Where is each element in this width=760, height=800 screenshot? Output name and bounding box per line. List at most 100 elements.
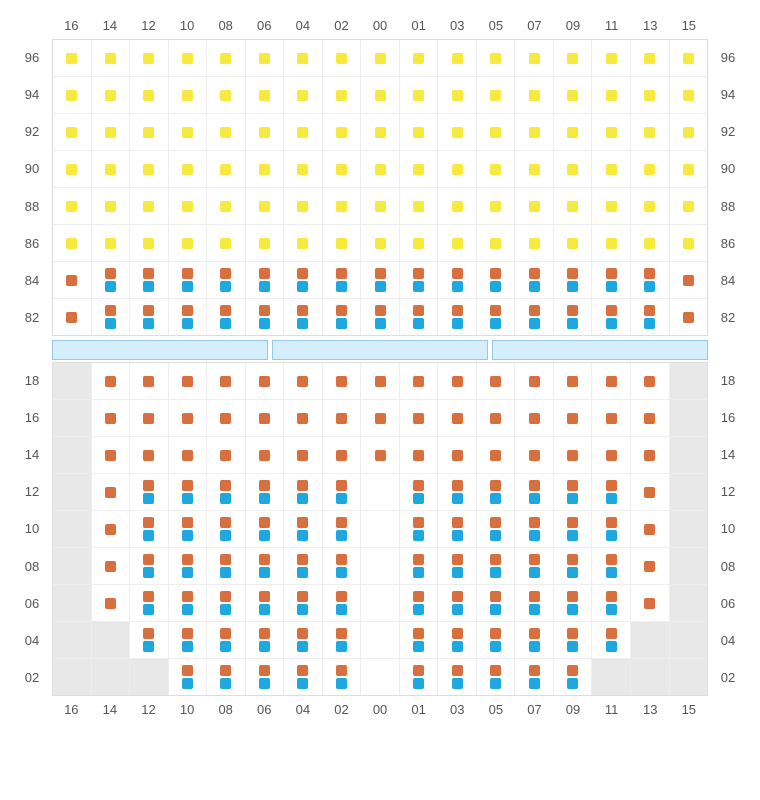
seat-marker[interactable] <box>375 90 386 101</box>
seat-marker-double[interactable] <box>297 517 308 541</box>
seat-marker[interactable] <box>490 90 501 101</box>
seat-marker[interactable] <box>66 275 77 286</box>
seat-marker[interactable] <box>567 53 578 64</box>
seat-marker[interactable] <box>105 598 116 609</box>
seat-marker[interactable] <box>182 376 193 387</box>
seat-marker[interactable] <box>644 487 655 498</box>
seat-marker-double[interactable] <box>143 480 154 504</box>
seat-marker-double[interactable] <box>220 480 231 504</box>
seat-marker-double[interactable] <box>297 268 308 292</box>
seat-marker[interactable] <box>220 53 231 64</box>
seat-marker[interactable] <box>606 90 617 101</box>
seat-marker[interactable] <box>182 238 193 249</box>
seat-marker-double[interactable] <box>182 628 193 652</box>
seat-marker-double[interactable] <box>259 268 270 292</box>
seat-marker[interactable] <box>259 450 270 461</box>
seat-marker[interactable] <box>490 413 501 424</box>
seat-marker[interactable] <box>336 53 347 64</box>
seat-marker[interactable] <box>66 238 77 249</box>
seat-marker[interactable] <box>683 164 694 175</box>
seat-marker-double[interactable] <box>259 305 270 329</box>
seat-marker[interactable] <box>336 90 347 101</box>
seat-marker-double[interactable] <box>567 268 578 292</box>
seat-marker-double[interactable] <box>259 591 270 615</box>
seat-marker[interactable] <box>644 53 655 64</box>
seat-marker[interactable] <box>297 164 308 175</box>
seat-marker[interactable] <box>567 164 578 175</box>
seat-marker[interactable] <box>66 312 77 323</box>
seat-marker-double[interactable] <box>529 591 540 615</box>
seat-marker[interactable] <box>452 53 463 64</box>
seat-marker-double[interactable] <box>182 305 193 329</box>
seat-marker[interactable] <box>490 450 501 461</box>
seat-marker[interactable] <box>644 376 655 387</box>
seat-marker[interactable] <box>644 561 655 572</box>
seat-marker-double[interactable] <box>644 268 655 292</box>
seat-marker[interactable] <box>66 201 77 212</box>
seat-marker[interactable] <box>644 238 655 249</box>
seat-marker-double[interactable] <box>182 517 193 541</box>
seat-marker[interactable] <box>105 53 116 64</box>
seat-marker-double[interactable] <box>606 628 617 652</box>
seat-marker[interactable] <box>413 90 424 101</box>
seat-marker-double[interactable] <box>490 554 501 578</box>
seat-marker[interactable] <box>644 201 655 212</box>
seat-marker[interactable] <box>297 413 308 424</box>
seat-marker[interactable] <box>182 413 193 424</box>
seat-marker-double[interactable] <box>413 554 424 578</box>
seat-marker-double[interactable] <box>182 554 193 578</box>
seat-marker[interactable] <box>529 201 540 212</box>
seat-marker[interactable] <box>259 238 270 249</box>
seat-marker[interactable] <box>182 90 193 101</box>
seat-marker-double[interactable] <box>220 554 231 578</box>
seat-marker[interactable] <box>452 90 463 101</box>
seat-marker[interactable] <box>297 90 308 101</box>
seat-marker-double[interactable] <box>259 665 270 689</box>
seat-marker-double[interactable] <box>567 517 578 541</box>
seat-marker[interactable] <box>606 238 617 249</box>
seat-marker[interactable] <box>683 201 694 212</box>
seat-marker[interactable] <box>644 127 655 138</box>
seat-marker[interactable] <box>683 127 694 138</box>
seat-marker[interactable] <box>644 413 655 424</box>
seat-marker-double[interactable] <box>567 628 578 652</box>
seat-marker[interactable] <box>606 164 617 175</box>
seat-marker-double[interactable] <box>297 665 308 689</box>
seat-marker[interactable] <box>413 450 424 461</box>
seat-marker[interactable] <box>413 53 424 64</box>
seat-marker[interactable] <box>452 238 463 249</box>
seat-marker[interactable] <box>105 487 116 498</box>
seat-marker[interactable] <box>490 238 501 249</box>
seat-marker[interactable] <box>375 127 386 138</box>
seat-marker[interactable] <box>452 413 463 424</box>
seat-marker[interactable] <box>259 90 270 101</box>
seat-marker[interactable] <box>259 53 270 64</box>
seat-marker[interactable] <box>297 450 308 461</box>
seat-marker[interactable] <box>143 413 154 424</box>
seat-marker[interactable] <box>490 164 501 175</box>
seat-marker[interactable] <box>413 127 424 138</box>
seat-marker[interactable] <box>220 127 231 138</box>
seat-marker[interactable] <box>105 376 116 387</box>
seat-marker-double[interactable] <box>375 305 386 329</box>
seat-marker-double[interactable] <box>567 665 578 689</box>
seat-marker-double[interactable] <box>452 480 463 504</box>
seat-marker-double[interactable] <box>220 591 231 615</box>
seat-marker[interactable] <box>375 238 386 249</box>
seat-marker[interactable] <box>336 376 347 387</box>
seat-marker[interactable] <box>529 238 540 249</box>
seat-marker[interactable] <box>644 450 655 461</box>
seat-marker-double[interactable] <box>182 665 193 689</box>
seat-marker[interactable] <box>683 90 694 101</box>
seat-marker[interactable] <box>182 450 193 461</box>
seat-marker-double[interactable] <box>336 554 347 578</box>
seat-marker[interactable] <box>105 201 116 212</box>
seat-marker[interactable] <box>606 376 617 387</box>
seat-marker[interactable] <box>336 127 347 138</box>
seat-marker-double[interactable] <box>606 268 617 292</box>
seat-marker[interactable] <box>683 275 694 286</box>
seat-marker-double[interactable] <box>143 628 154 652</box>
seat-marker[interactable] <box>259 376 270 387</box>
seat-marker[interactable] <box>143 238 154 249</box>
seat-marker[interactable] <box>66 53 77 64</box>
